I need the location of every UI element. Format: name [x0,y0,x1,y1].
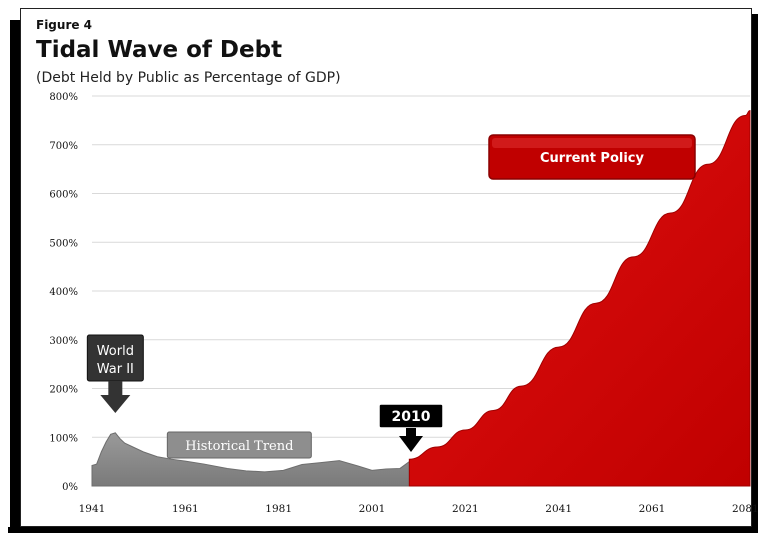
y-tick-label: 400% [49,287,78,298]
down-arrow-icon [100,381,131,413]
annotations: World War II Historical Trend 2010 Current P… [86,134,696,459]
y-tick-label: 700% [49,141,78,152]
y-tick-label: 300% [49,336,78,347]
series-areas [91,110,751,487]
label-box [166,431,312,459]
callout-label: 2010 [392,409,431,425]
frame-shadow-right [752,14,758,533]
x-tick-label: 1941 [79,503,106,515]
x-tick-label: 2001 [359,503,386,515]
label-historical-trend: Historical Trend [166,431,312,459]
label-text: Current Policy [540,151,645,166]
x-tick-label: 2021 [452,503,479,515]
y-tick-label: 100% [49,433,78,444]
label-highlight [492,138,692,148]
frame-shadow-bottom [8,527,758,533]
figure-label: Figure 4 [36,18,93,32]
chart-subtitle: (Debt Held by Public as Percentage of GD… [36,70,341,86]
y-tick-label: 800% [49,92,78,103]
label-current-policy: Current Policy [488,134,696,180]
frame-shadow-left [10,20,20,527]
y-tick-label: 600% [49,190,78,201]
label-text: Historical Trend [185,439,293,454]
series-current-policy-area [408,110,751,487]
x-tick-label: 2041 [545,503,572,515]
y-tick-label: 200% [49,385,78,396]
chart-title: Tidal Wave of Debt [36,37,283,63]
callout-world-war-ii: World War II [86,334,144,413]
x-tick-label: 2081 [732,503,758,515]
x-tick-label: 1961 [172,503,199,515]
series-historical-trend-area [91,432,410,487]
x-tick-label: 1981 [265,503,292,515]
label-box [488,134,696,180]
callout-label: War II [97,362,134,377]
x-tick-label: 2061 [639,503,666,515]
x-axis-ticks: 1941 1961 1981 2001 2021 2041 2061 2081 [79,503,758,515]
y-tick-label: 0% [62,482,78,493]
callout-2010: 2010 [378,403,444,452]
y-tick-label: 500% [49,238,78,249]
down-arrow-icon [399,428,423,452]
callout-label: World [97,344,134,359]
y-axis-ticks: 0% 100% 200% 300% 400% 500% 600% 700% 800% [49,92,78,493]
